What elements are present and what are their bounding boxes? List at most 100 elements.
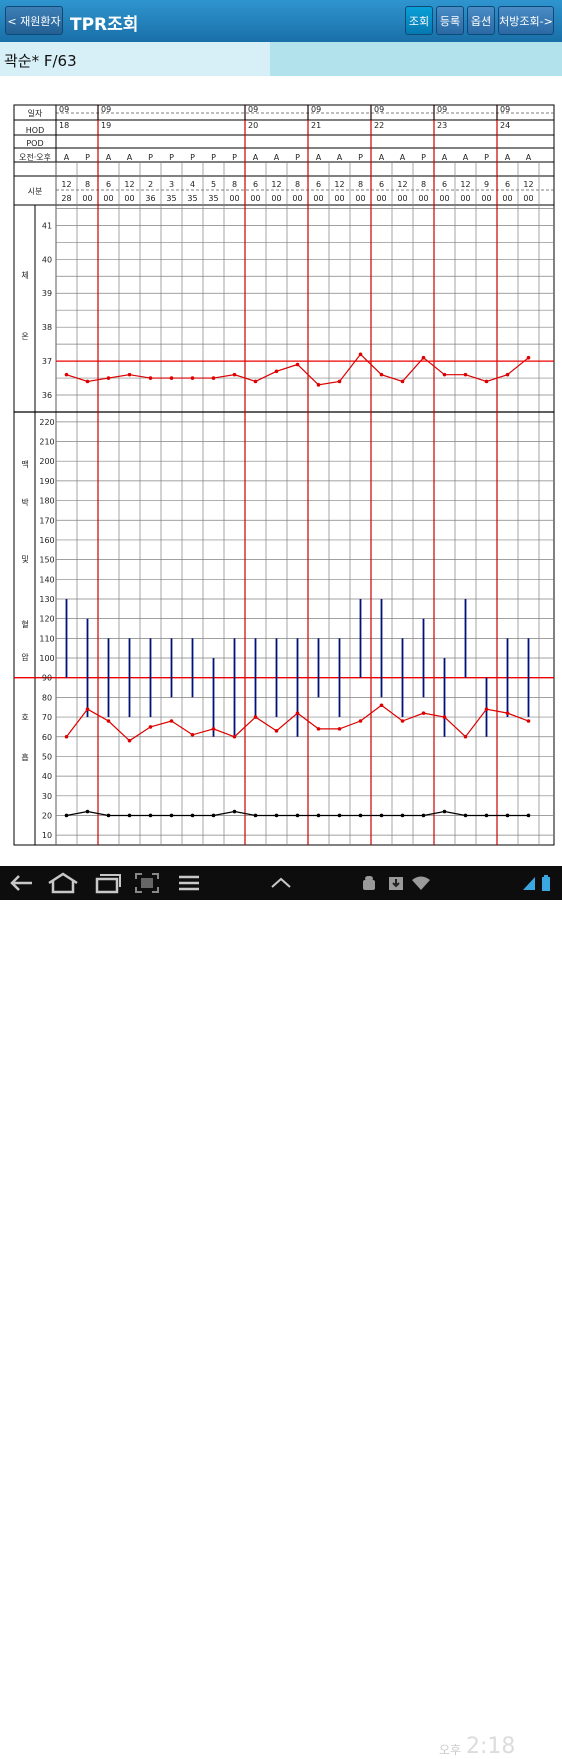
- time-hour-cell: 12: [460, 180, 470, 189]
- vitals-tick-label: 190: [39, 477, 54, 486]
- ampm-cell: P: [484, 153, 489, 162]
- vital-sign-points: [64, 352, 531, 818]
- temperature-tick-label: 41: [42, 221, 52, 230]
- respiration-point: [274, 813, 279, 818]
- date-day: 18: [59, 121, 69, 130]
- time-minute-cell: 00: [250, 194, 260, 203]
- ampm-cell: A: [106, 153, 112, 162]
- time-hour-cell: 12: [334, 180, 344, 189]
- time-minute-cell: 00: [397, 194, 407, 203]
- pulse-point: [337, 727, 342, 731]
- vitals-tick-label: 220: [39, 418, 54, 427]
- date-day: 24: [500, 121, 510, 130]
- temperature-point: [442, 372, 447, 377]
- date-day: 21: [311, 121, 321, 130]
- ampm-cell: A: [127, 153, 133, 162]
- recent-apps-icon[interactable]: [92, 866, 122, 900]
- respiration-point: [106, 813, 111, 818]
- time-hour-cell: 12: [124, 180, 134, 189]
- pulse-point: [106, 719, 111, 723]
- temperature-tick-label: 40: [42, 255, 52, 264]
- search-button[interactable]: 조회: [405, 6, 433, 35]
- temperature-point: [190, 376, 195, 380]
- back-to-inpatients-button[interactable]: < 재원환자: [5, 6, 63, 35]
- pulse-point: [232, 734, 237, 739]
- time-minute-cell: 00: [439, 194, 449, 203]
- vitals-tick-label: 150: [39, 556, 54, 565]
- vitals-tick-label: 110: [39, 634, 54, 643]
- time-minute-cell: 00: [82, 194, 92, 203]
- options-button[interactable]: 옵션: [467, 6, 495, 35]
- respiration-point: [169, 813, 174, 818]
- pulse-point: [421, 711, 426, 715]
- date-day: 20: [248, 121, 258, 130]
- time-hour-cell: 12: [397, 180, 407, 189]
- temperature-point: [316, 383, 321, 387]
- ampm-cell: A: [274, 153, 280, 162]
- vitals-tick-label: 60: [42, 733, 52, 742]
- axis-labels: 36 37 38 39 40 41 10 20 30 40 50 60 70 80 90 100 110 120 1…: [21, 221, 54, 840]
- download-icon: [385, 866, 407, 900]
- chevron-up-icon[interactable]: [266, 866, 296, 900]
- time-hour-cell: 3: [169, 180, 174, 189]
- time-minute-cell: 36: [145, 194, 155, 203]
- ampm-cell: A: [463, 153, 469, 162]
- status-ampm: 오후: [439, 1743, 462, 1757]
- row-label-time: 시분: [28, 187, 43, 196]
- pulse-point: [274, 729, 279, 733]
- respiration-point: [316, 813, 321, 818]
- respiration-point: [526, 813, 531, 818]
- day-separators: [14, 105, 554, 845]
- vitals-tick-label: 140: [39, 575, 54, 584]
- pulse-point: [64, 734, 69, 739]
- temperature-tick-label: 37: [42, 357, 52, 366]
- respiration-point: [379, 813, 384, 818]
- vitals-axis-label: 압: [21, 653, 29, 662]
- temperature-tick-label: 36: [42, 391, 52, 400]
- menu-icon[interactable]: [174, 866, 204, 900]
- temperature-point: [148, 376, 153, 380]
- row-label-hod: HOD: [26, 126, 44, 135]
- register-button[interactable]: 등록: [436, 6, 464, 35]
- date-month: 09: [59, 105, 69, 114]
- time-minute-cell: 00: [376, 194, 386, 203]
- date-day: 22: [374, 121, 384, 130]
- temperature-point: [106, 376, 111, 380]
- time-hour-cell: 8: [85, 180, 90, 189]
- screenshot-icon[interactable]: [132, 866, 162, 900]
- home-icon[interactable]: [46, 866, 80, 900]
- ampm-cell: P: [232, 153, 237, 162]
- time-minute-cell: 00: [334, 194, 344, 203]
- date-month: 09: [101, 105, 111, 114]
- pulse-point: [442, 715, 447, 719]
- vitals-axis-label: 호: [21, 713, 28, 722]
- chart-header-table: 일자HODPOD오전·오후시분0918091909200921092209230…: [19, 105, 534, 203]
- ampm-cell: A: [379, 153, 385, 162]
- respiration-point: [85, 809, 90, 814]
- prescription-view-button[interactable]: 처방조회->: [498, 6, 554, 35]
- respiration-point: [232, 809, 237, 814]
- chart-frame: [13, 104, 555, 846]
- vitals-tick-label: 90: [42, 674, 52, 683]
- ampm-cell: A: [442, 153, 448, 162]
- pulse-point: [526, 719, 531, 723]
- signal-icon: [521, 866, 537, 900]
- pulse-point: [295, 711, 300, 715]
- date-month: 09: [311, 105, 321, 114]
- respiration-point: [421, 813, 426, 818]
- time-hour-cell: 6: [442, 180, 447, 189]
- pulse-point: [127, 738, 132, 743]
- pulse-point: [211, 727, 216, 731]
- vitals-tick-label: 130: [39, 595, 54, 604]
- time-minute-cell: 00: [481, 194, 491, 203]
- android-debug-icon: [358, 866, 380, 900]
- vitals-tick-label: 10: [42, 831, 52, 840]
- back-arrow-icon[interactable]: [6, 866, 36, 900]
- time-minute-cell: 00: [271, 194, 281, 203]
- pulse-point: [505, 711, 510, 715]
- patient-name-box: [0, 42, 270, 76]
- system-navigation-bar: 오후 2:18: [0, 866, 562, 1759]
- temperature-point: [85, 379, 90, 384]
- pulse-point: [169, 719, 174, 723]
- date-day: 23: [437, 121, 447, 130]
